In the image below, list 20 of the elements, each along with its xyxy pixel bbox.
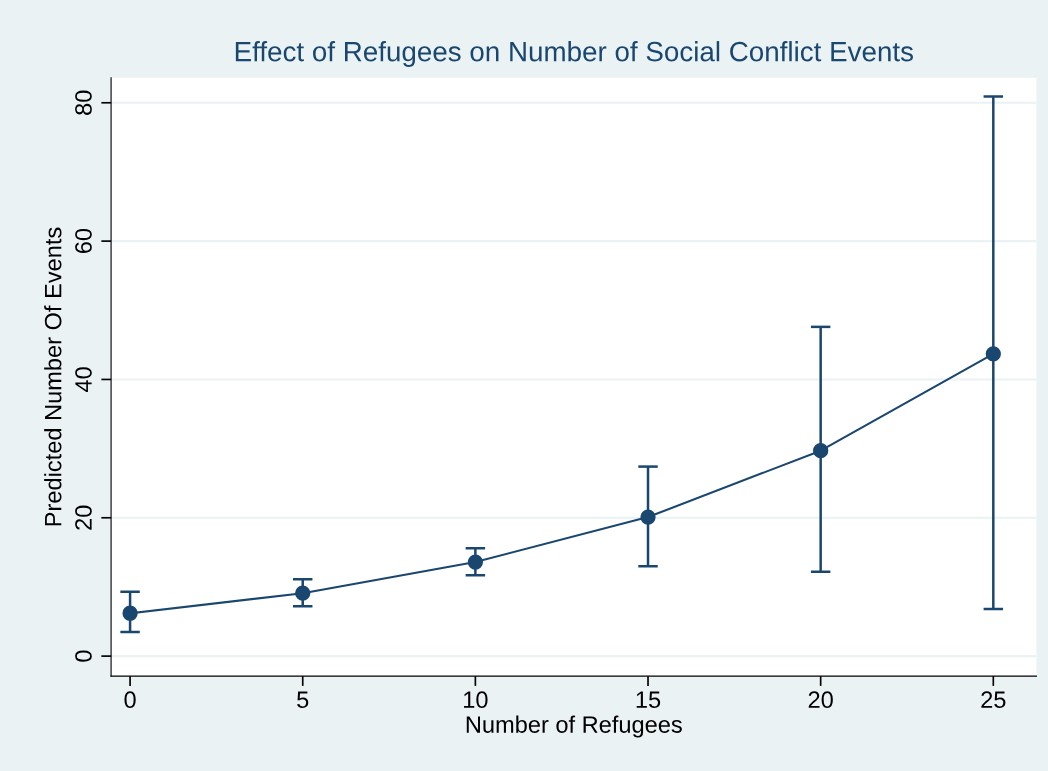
point: [813, 443, 829, 459]
point: [640, 509, 656, 525]
x-axis-title: Number of Refugees: [466, 715, 682, 738]
chart-title: Effect of Refugees on Number of Social Conflict Events: [235, 41, 913, 67]
x-tick-label: 5: [297, 691, 309, 709]
y-tick-label: 0: [75, 650, 92, 662]
x-tick-label: 0: [124, 691, 136, 709]
x-tick-label: 20: [808, 691, 833, 709]
y-tick-label: 60: [75, 228, 92, 254]
y-axis-title: Predicted Number Of Events: [44, 227, 62, 526]
point: [467, 554, 484, 570]
y-tick-label: 20: [75, 505, 92, 530]
point: [295, 585, 311, 601]
y-tick-label: 40: [75, 367, 92, 393]
y-tick-label: 80: [75, 90, 92, 115]
x-tick-label: 25: [981, 691, 1006, 709]
x-tick-label: 15: [636, 691, 661, 709]
x-tick-label: 10: [464, 691, 488, 709]
point: [985, 346, 1001, 362]
point: [122, 605, 138, 621]
